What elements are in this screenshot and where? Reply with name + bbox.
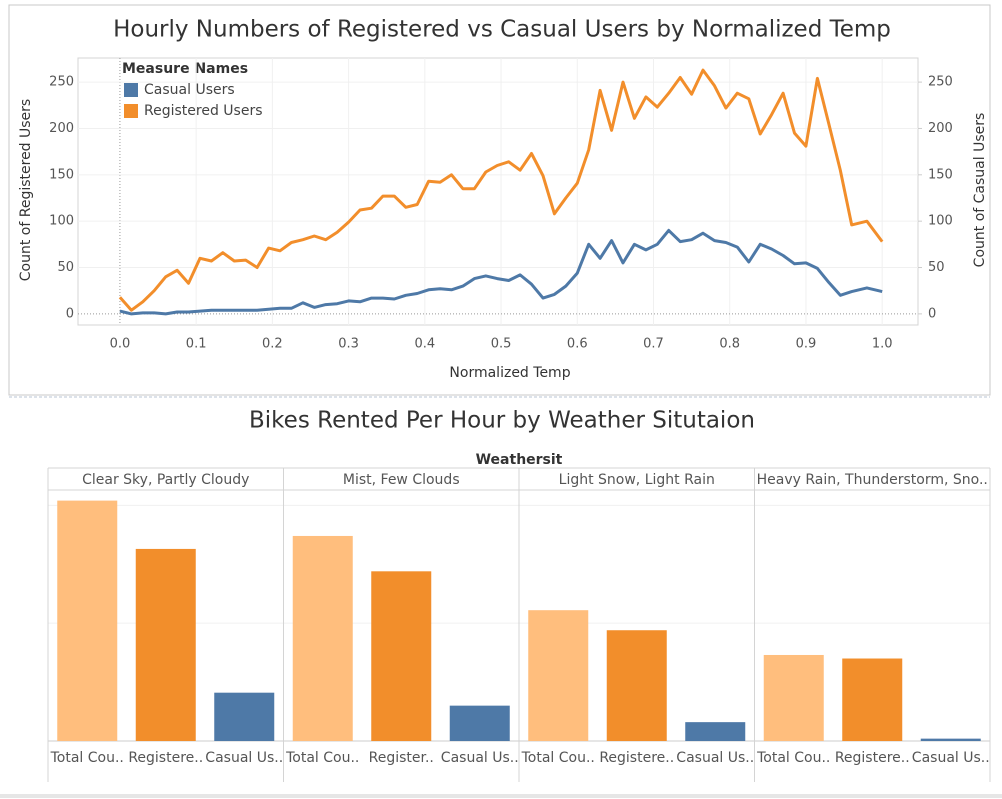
x-tick-label: Total Cou.. bbox=[521, 750, 595, 766]
bar bbox=[920, 738, 981, 741]
bar bbox=[214, 692, 275, 741]
x-tick-label: 0.4 bbox=[414, 337, 435, 352]
bar bbox=[842, 658, 903, 741]
legend-label: Registered Users bbox=[144, 103, 263, 119]
series-line bbox=[119, 228, 883, 316]
top-panel-border bbox=[8, 4, 991, 396]
x-tick-label: Casual Us.. bbox=[441, 750, 519, 766]
plot-frame bbox=[77, 57, 919, 326]
y2-tick-label: 0 bbox=[928, 306, 936, 321]
bar bbox=[371, 571, 432, 741]
y2-tick-label: 250 bbox=[928, 75, 953, 90]
y-tick-label: 250 bbox=[49, 75, 74, 90]
bar bbox=[57, 500, 118, 741]
group-label: Light Snow, Light Rain bbox=[559, 472, 715, 488]
x-tick-label: 0.0 bbox=[110, 337, 131, 352]
x-tick-label: 0.9 bbox=[796, 337, 817, 352]
legend-swatch bbox=[124, 83, 138, 97]
x-tick-label: Casual Us.. bbox=[676, 750, 754, 766]
y-tick-label: 100 bbox=[49, 214, 74, 229]
x-tick-label: 0.1 bbox=[186, 337, 207, 352]
y-tick-label: 0 bbox=[66, 306, 74, 321]
group-label: Clear Sky, Partly Cloudy bbox=[82, 472, 249, 488]
x-tick-label: 0.8 bbox=[719, 337, 740, 352]
x-tick-label: 0.7 bbox=[643, 337, 664, 352]
bar bbox=[685, 722, 746, 741]
legend-title: Measure Names bbox=[122, 61, 248, 77]
legend-swatch bbox=[124, 104, 138, 118]
y2-axis-label: Count of Casual Users bbox=[972, 113, 988, 268]
y-tick-label: 50 bbox=[57, 260, 74, 275]
chart-title: Bikes Rented Per Hour by Weather Situtai… bbox=[249, 408, 755, 434]
bar bbox=[292, 535, 353, 741]
x-tick-label: 1.0 bbox=[872, 337, 893, 352]
y-tick-label: 150 bbox=[49, 167, 74, 182]
x-tick-label: Register.. bbox=[369, 750, 434, 766]
x-tick-label: 0.2 bbox=[262, 337, 283, 352]
x-axis-label: Normalized Temp bbox=[449, 365, 570, 381]
x-tick-label: Casual Us.. bbox=[912, 750, 990, 766]
x-tick-label: Registere.. bbox=[599, 750, 674, 766]
x-tick-label: Registere.. bbox=[835, 750, 910, 766]
x-tick-label: Total Cou.. bbox=[756, 750, 830, 766]
bar bbox=[606, 630, 667, 741]
x-tick-label: 0.3 bbox=[338, 337, 359, 352]
bar bbox=[449, 705, 510, 741]
x-tick-label: Registere.. bbox=[128, 750, 203, 766]
y2-tick-label: 150 bbox=[928, 167, 953, 182]
group-label: Mist, Few Clouds bbox=[343, 472, 460, 488]
y2-tick-label: 50 bbox=[928, 260, 945, 275]
x-tick-label: Casual Us.. bbox=[205, 750, 283, 766]
y2-tick-label: 200 bbox=[928, 121, 953, 136]
bar bbox=[528, 610, 589, 741]
group-title: Weathersit bbox=[476, 452, 563, 468]
y-axis-label: Count of Registered Users bbox=[18, 99, 34, 281]
group-label: Heavy Rain, Thunderstorm, Sno.. bbox=[757, 472, 988, 488]
bar bbox=[135, 548, 196, 741]
x-tick-label: Total Cou.. bbox=[285, 750, 359, 766]
chart-title: Hourly Numbers of Registered vs Casual U… bbox=[113, 17, 891, 43]
x-tick-label: Total Cou.. bbox=[50, 750, 124, 766]
y-tick-label: 200 bbox=[49, 121, 74, 136]
y2-tick-label: 100 bbox=[928, 214, 953, 229]
series-line bbox=[118, 68, 884, 312]
bar bbox=[763, 654, 824, 741]
x-tick-label: 0.6 bbox=[567, 337, 588, 352]
x-tick-label: 0.5 bbox=[491, 337, 512, 352]
legend-label: Casual Users bbox=[144, 82, 235, 98]
